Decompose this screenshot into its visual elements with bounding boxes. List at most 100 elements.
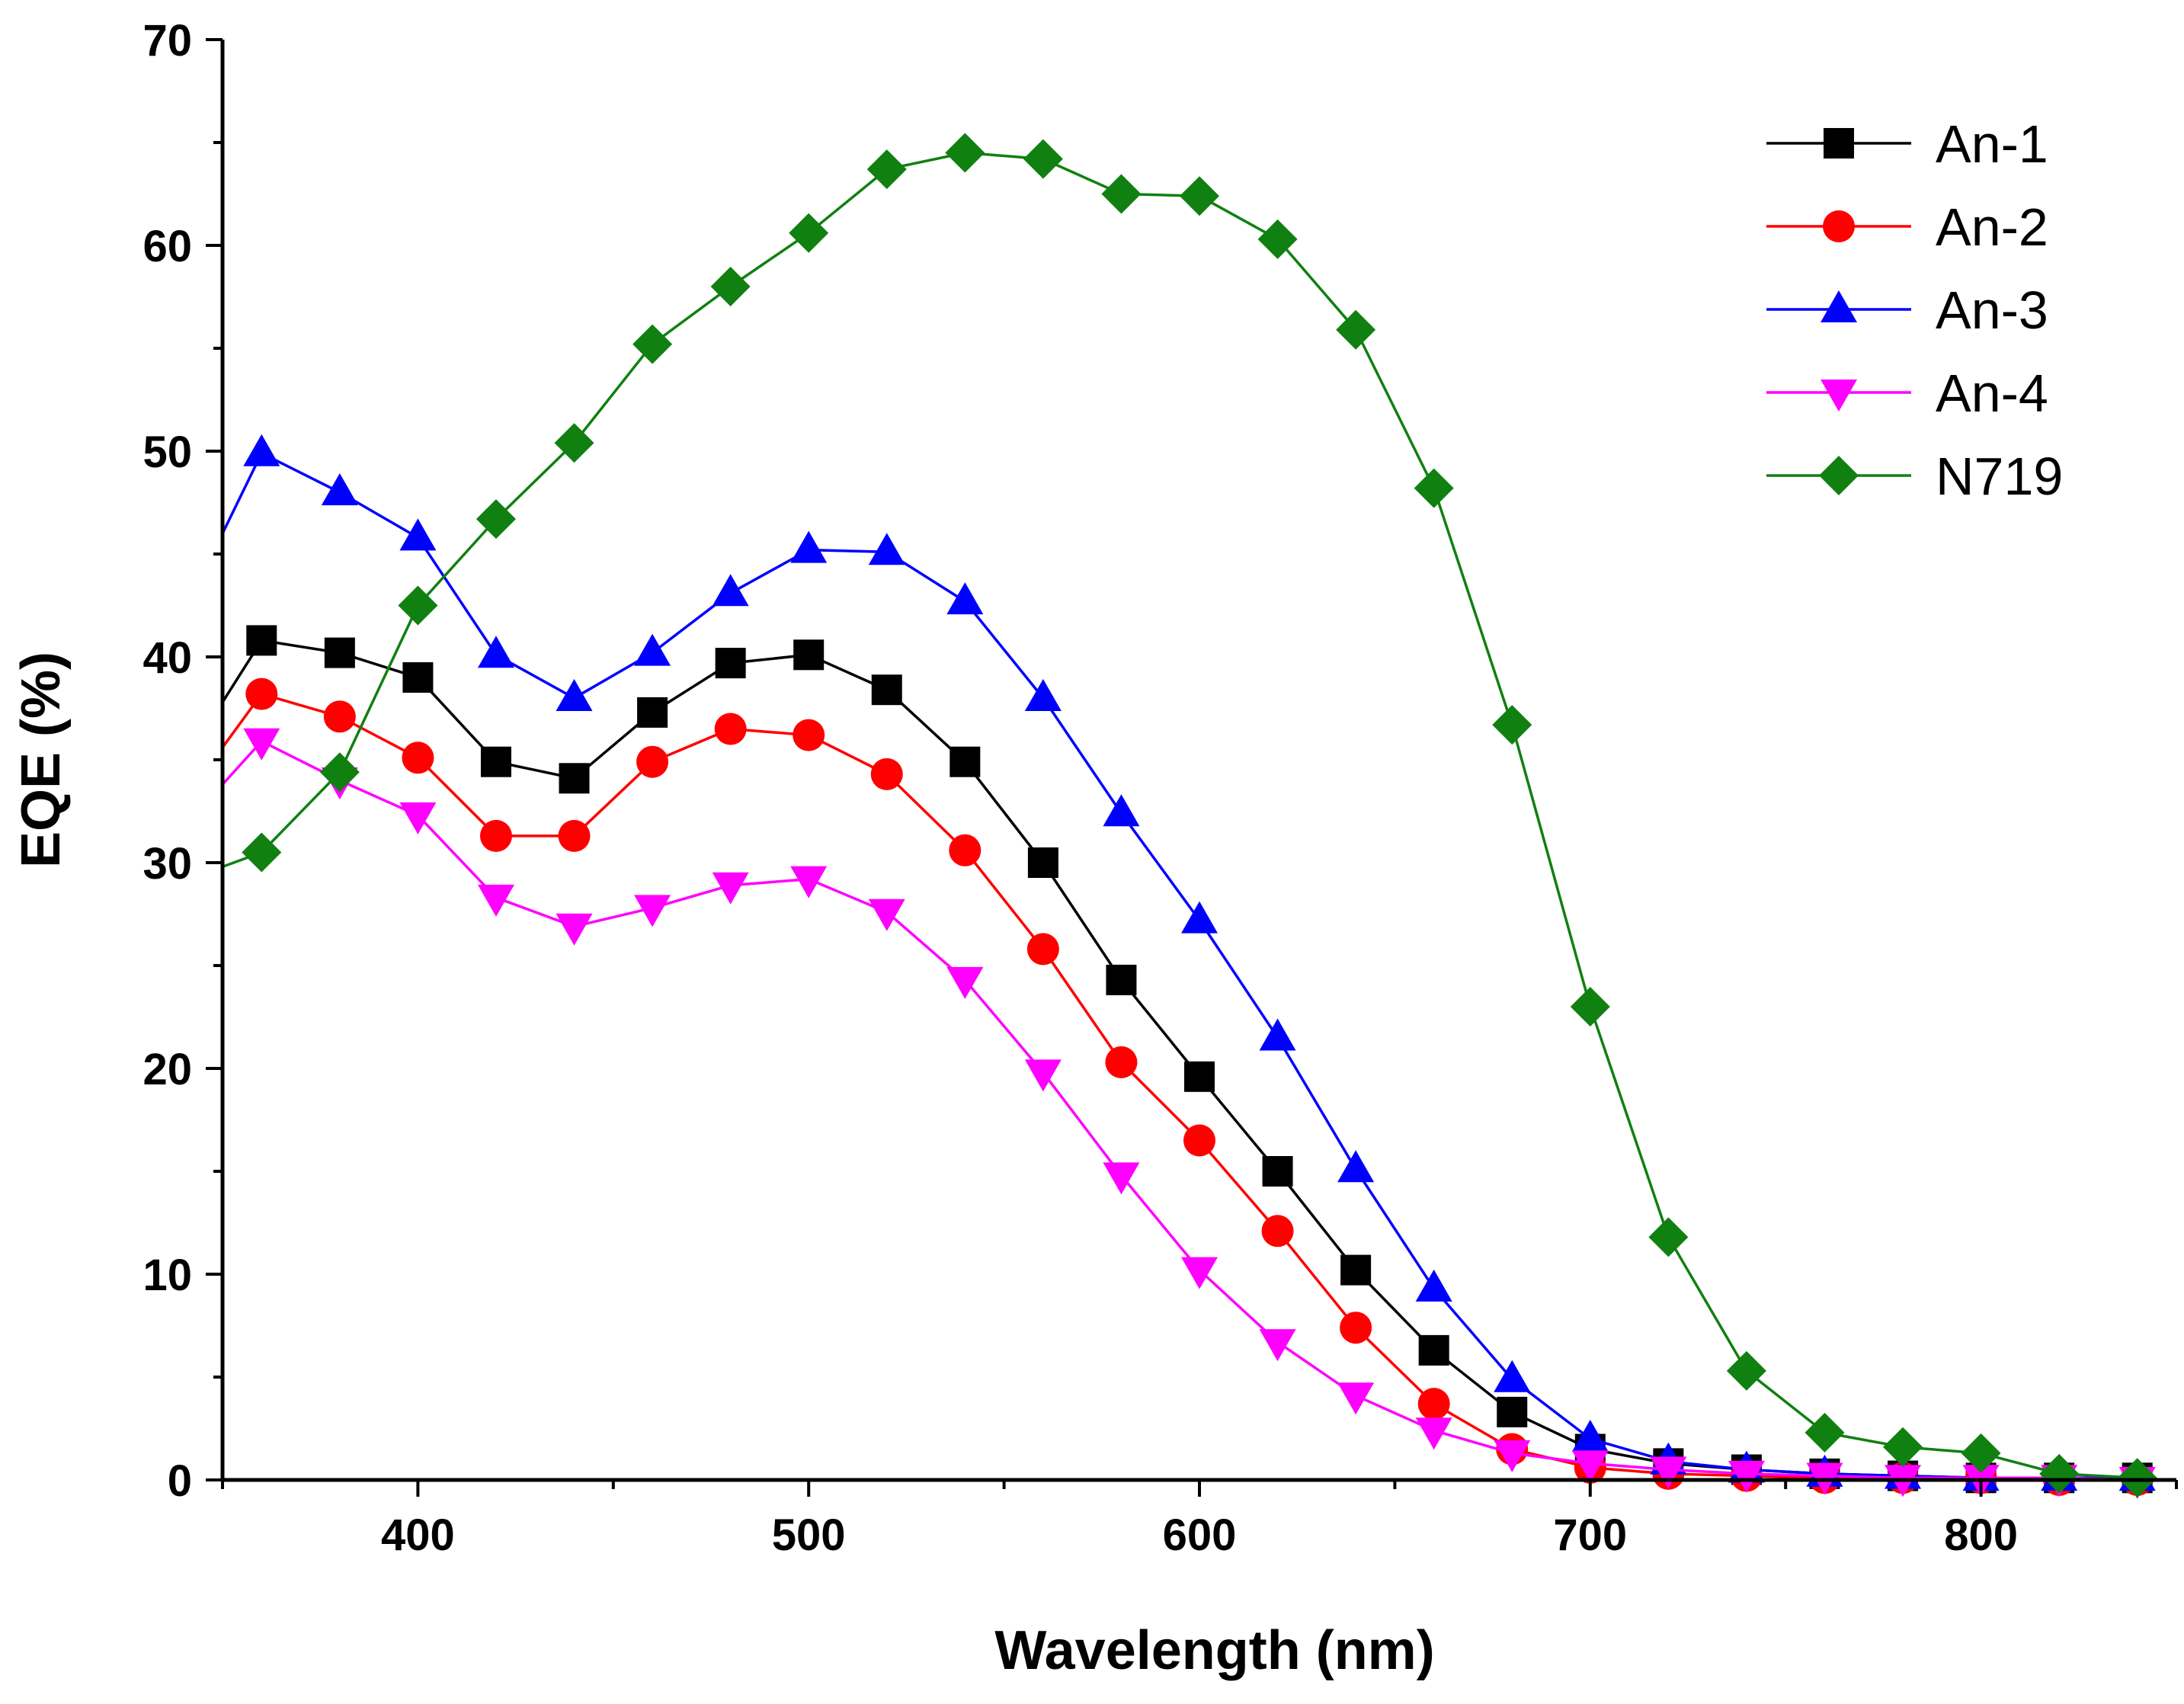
series-line xyxy=(221,692,2138,1481)
data-point xyxy=(1415,1417,1452,1450)
data-point xyxy=(477,884,514,917)
data-point xyxy=(1259,1018,1296,1051)
series-an-3 xyxy=(221,434,2156,1491)
data-point xyxy=(2117,1458,2157,1498)
data-point xyxy=(868,898,905,931)
data-point xyxy=(790,530,828,563)
data-point xyxy=(868,533,905,565)
data-point xyxy=(243,434,280,466)
data-point xyxy=(637,697,668,728)
series-an-4 xyxy=(221,728,2156,1499)
x-tick-label: 500 xyxy=(772,1510,846,1560)
x-tick-label: 400 xyxy=(381,1510,455,1560)
data-point xyxy=(634,895,671,927)
data-point xyxy=(949,746,981,777)
series-n719 xyxy=(222,133,2157,1498)
data-point xyxy=(558,819,591,852)
data-point xyxy=(712,872,749,905)
data-point xyxy=(714,713,747,745)
data-point xyxy=(1257,219,1298,259)
data-point xyxy=(1650,1456,1687,1489)
data-point xyxy=(1418,1334,1449,1366)
legend-item: N719 xyxy=(1766,447,2063,506)
series-an-1 xyxy=(221,625,2153,1494)
data-point xyxy=(790,866,828,898)
legend-item: An-1 xyxy=(1766,114,2048,174)
legend-label: An-2 xyxy=(1936,197,2048,257)
x-tick-label: 700 xyxy=(1553,1510,1627,1560)
data-point xyxy=(1414,468,1454,508)
data-point xyxy=(1101,174,1142,214)
series-line xyxy=(221,739,2138,1481)
data-point xyxy=(1262,1156,1293,1187)
data-point xyxy=(871,674,902,706)
data-point xyxy=(476,499,516,540)
data-point xyxy=(246,625,277,656)
data-point xyxy=(1181,901,1218,934)
x-tick-label: 600 xyxy=(1163,1510,1237,1560)
data-point xyxy=(1415,1269,1452,1302)
data-point xyxy=(715,648,746,679)
legend-marker xyxy=(1823,210,1855,242)
data-point xyxy=(321,473,358,505)
data-point xyxy=(1105,1046,1138,1078)
data-point xyxy=(1024,1059,1062,1092)
legend-label: An-3 xyxy=(1936,280,2048,340)
data-point xyxy=(636,745,669,778)
data-point xyxy=(1497,1396,1528,1427)
data-point xyxy=(1883,1427,1923,1467)
y-tick-label: 40 xyxy=(143,633,192,683)
data-point xyxy=(789,213,829,253)
data-point xyxy=(1180,176,1219,216)
data-point xyxy=(1106,964,1137,995)
legend-marker xyxy=(1821,380,1857,412)
legend-marker xyxy=(1824,128,1854,159)
data-point xyxy=(1027,847,1058,878)
data-point xyxy=(243,728,280,761)
data-point xyxy=(1726,1350,1766,1391)
data-point xyxy=(1571,1450,1609,1483)
data-point xyxy=(1728,1460,1765,1493)
y-tick-label: 50 xyxy=(143,428,192,477)
legend-marker xyxy=(1821,290,1857,322)
data-point xyxy=(710,267,751,306)
data-point xyxy=(1261,1215,1294,1248)
data-point xyxy=(554,423,594,463)
legend-label: N719 xyxy=(1936,447,2063,506)
data-point xyxy=(1337,1150,1375,1183)
data-point xyxy=(632,324,673,364)
y-tick-label: 70 xyxy=(143,16,192,66)
data-point xyxy=(1961,1433,2001,1473)
data-point xyxy=(559,763,590,794)
data-point xyxy=(946,582,984,615)
data-point xyxy=(323,700,356,733)
data-point xyxy=(1103,1162,1140,1195)
legend-label: An-1 xyxy=(1936,114,2048,174)
y-tick-label: 10 xyxy=(143,1251,192,1300)
data-point xyxy=(870,758,903,790)
data-point xyxy=(1340,1312,1372,1344)
data-point xyxy=(1184,1061,1215,1092)
data-point xyxy=(556,913,593,946)
data-point xyxy=(1340,1254,1372,1286)
data-point xyxy=(319,752,360,793)
data-point xyxy=(1805,1412,1845,1453)
data-point xyxy=(1259,1329,1296,1362)
legend-item: An-2 xyxy=(1766,197,2048,257)
data-point xyxy=(399,518,437,551)
y-tick-label: 60 xyxy=(143,222,192,271)
data-point xyxy=(712,574,749,607)
data-point xyxy=(402,662,434,693)
data-point xyxy=(2039,1453,2080,1494)
data-point xyxy=(402,741,434,774)
data-point xyxy=(1417,1388,1450,1421)
data-point xyxy=(479,819,512,852)
data-point xyxy=(1494,1360,1531,1392)
axes: 0 10 20 30 40 50 60 70 400 500 600 700 800 xyxy=(143,16,2178,1560)
legend-item: An-4 xyxy=(1766,364,2048,423)
data-point xyxy=(1648,1217,1689,1257)
data-point xyxy=(398,585,438,626)
data-point xyxy=(399,802,437,834)
data-point xyxy=(793,639,825,671)
data-point xyxy=(480,746,511,777)
